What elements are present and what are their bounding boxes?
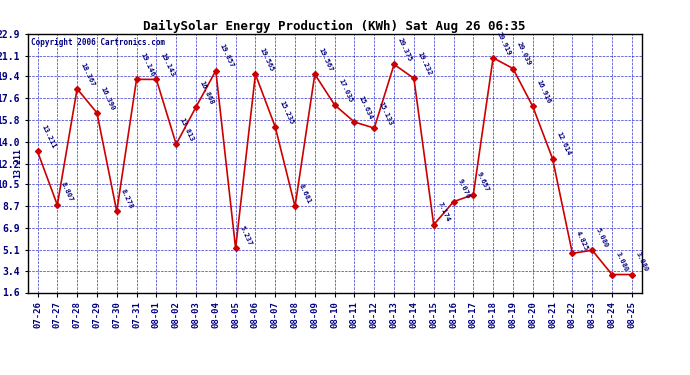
Text: 19.565: 19.565 [258, 47, 275, 72]
Text: 19.567: 19.567 [317, 47, 334, 72]
Text: 8.278: 8.278 [119, 188, 134, 210]
Text: 19.146: 19.146 [139, 52, 155, 78]
Text: 20.919: 20.919 [496, 30, 512, 56]
Text: 18.367: 18.367 [80, 62, 96, 87]
Text: 19.857: 19.857 [219, 43, 235, 69]
Text: 12.614: 12.614 [555, 131, 571, 157]
Text: 20.375: 20.375 [397, 37, 413, 63]
Text: 15.235: 15.235 [278, 99, 294, 125]
Text: 16.916: 16.916 [535, 79, 552, 105]
Text: 17.035: 17.035 [337, 78, 354, 103]
Text: 13.813: 13.813 [179, 117, 195, 142]
Text: 4.825: 4.825 [575, 230, 589, 252]
Text: 15.634: 15.634 [357, 94, 373, 120]
Text: 3.080: 3.080 [635, 251, 649, 273]
Text: 19.143: 19.143 [159, 52, 175, 78]
Text: 7.174: 7.174 [437, 201, 451, 223]
Title: DailySolar Energy Production (KWh) Sat Aug 26 06:35: DailySolar Energy Production (KWh) Sat A… [144, 20, 526, 33]
Text: 15.133: 15.133 [377, 100, 393, 126]
Text: 9.657: 9.657 [476, 171, 491, 193]
Text: 16.868: 16.868 [199, 80, 215, 105]
Text: 13.211: 13.211 [40, 124, 57, 150]
Text: 8.807: 8.807 [60, 182, 75, 203]
Text: 16.390: 16.390 [100, 86, 116, 111]
Text: 5.237: 5.237 [238, 225, 253, 246]
Text: Copyright 2006 Cartronics.com: Copyright 2006 Cartronics.com [30, 38, 165, 46]
Text: 19.232: 19.232 [417, 51, 433, 76]
Text: 20.039: 20.039 [515, 41, 532, 67]
Text: 8.681: 8.681 [298, 183, 313, 205]
Text: 5.080: 5.080 [595, 226, 609, 249]
Text: 9.076: 9.076 [456, 178, 471, 200]
Text: 3.080: 3.080 [615, 251, 629, 273]
